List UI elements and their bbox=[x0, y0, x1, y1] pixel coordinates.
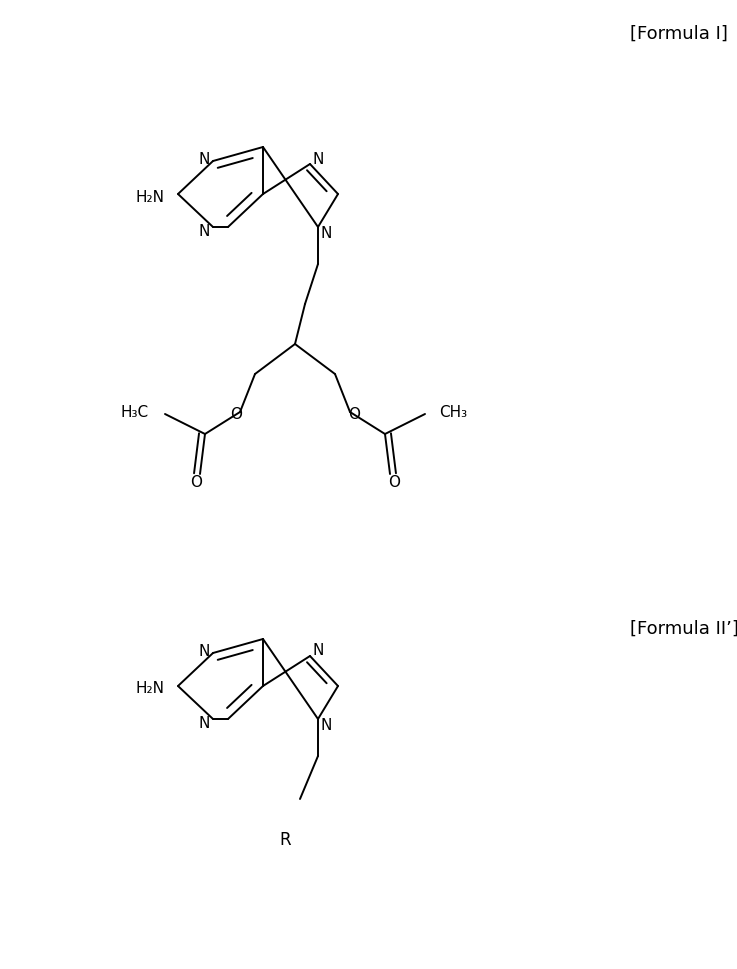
Text: [Formula II’]: [Formula II’] bbox=[630, 619, 737, 638]
Text: R: R bbox=[279, 830, 291, 848]
Text: H₃C: H₃C bbox=[121, 405, 149, 421]
Text: O: O bbox=[388, 475, 400, 490]
Text: CH₃: CH₃ bbox=[439, 405, 467, 421]
Text: N: N bbox=[321, 227, 332, 241]
Text: N: N bbox=[312, 642, 324, 658]
Text: N: N bbox=[321, 718, 332, 733]
Text: O: O bbox=[190, 475, 202, 490]
Text: H₂N: H₂N bbox=[136, 189, 164, 204]
Text: O: O bbox=[230, 407, 242, 422]
Text: N: N bbox=[312, 151, 324, 167]
Text: O: O bbox=[348, 407, 360, 422]
Text: H₂N: H₂N bbox=[136, 681, 164, 696]
Text: N: N bbox=[198, 716, 210, 731]
Text: N: N bbox=[198, 224, 210, 239]
Text: [Formula I]: [Formula I] bbox=[630, 25, 728, 43]
Text: N: N bbox=[198, 643, 210, 659]
Text: N: N bbox=[198, 152, 210, 168]
